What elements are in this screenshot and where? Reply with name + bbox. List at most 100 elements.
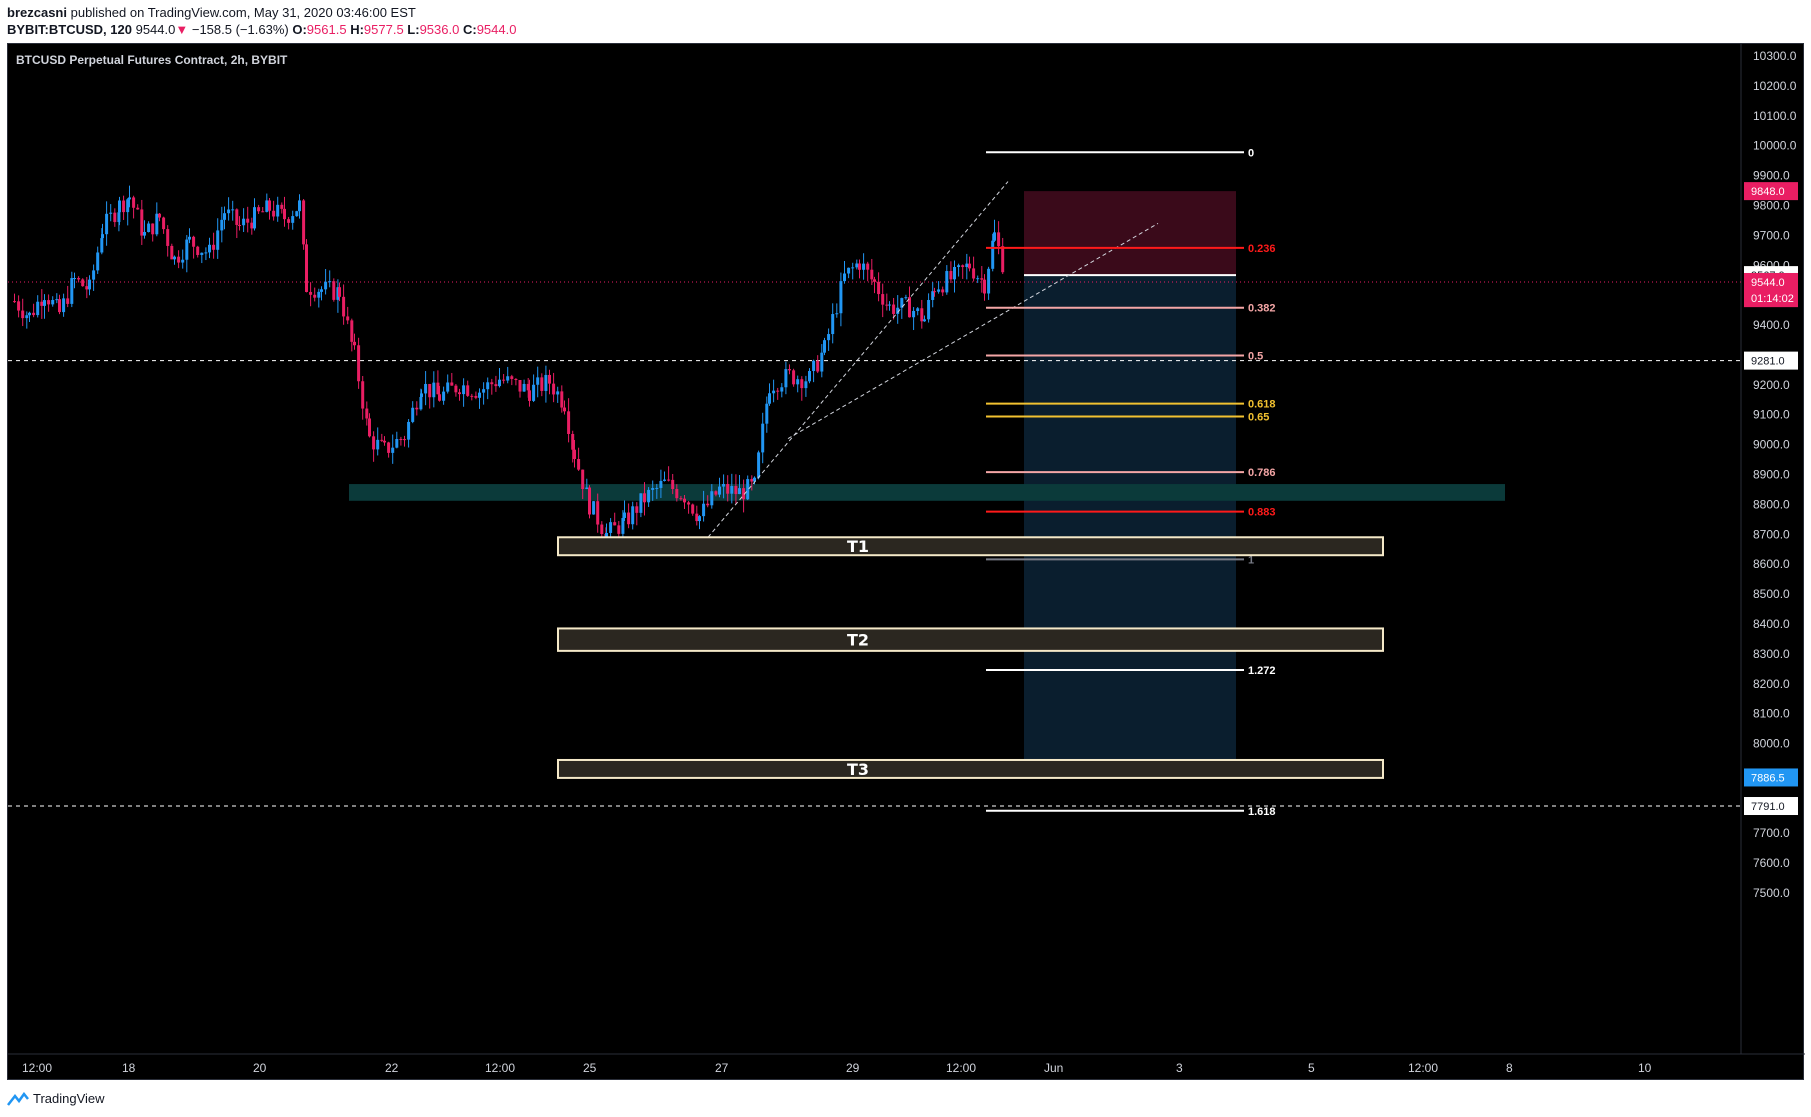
candle-body [21,310,25,319]
time-tick-label: 22 [385,1061,399,1075]
fib-level-label: 1.618 [1248,806,1276,818]
candle-body [659,480,663,488]
price-chart[interactable]: BTCUSD Perpetual Futures Contract, 2h, B… [8,44,1805,1081]
time-tick-label: 12:00 [22,1061,52,1075]
candle-body [792,370,796,385]
candle-body [839,281,843,314]
author-name[interactable]: brezcasni [7,5,67,20]
candle-body [113,212,117,223]
candle-body [613,522,617,526]
candle-body [768,393,771,404]
price-tag[interactable] [1744,768,1798,787]
price-tag[interactable] [1744,182,1798,201]
candle-body [532,384,536,401]
candle-body [212,244,216,250]
candle-body [357,345,361,382]
price-tick-label: 8600.0 [1753,557,1790,571]
target-box[interactable] [557,536,1384,557]
fib-level-label: 0 [1248,147,1254,159]
candle-body [372,436,376,450]
take-profit-zone[interactable] [1024,275,1236,778]
candle-body [122,200,126,213]
price-tag[interactable] [1744,797,1798,816]
price-tick-label: 8100.0 [1753,707,1790,721]
candle-body [639,493,643,513]
candle-body [109,212,113,214]
price-tag-label: 7791.0 [1751,801,1785,813]
candle-body [376,439,380,450]
price-tick-label: 9900.0 [1753,169,1790,183]
candle-body [651,488,655,490]
price-tag[interactable] [1744,272,1798,291]
fib-level-label: 0.382 [1248,303,1276,315]
tradingview-brand: TradingView [33,1091,105,1106]
candle-body [726,484,730,494]
candle-body [972,268,976,279]
candle-body [862,263,866,270]
candle-body [336,287,340,300]
chart-pane[interactable]: BTCUSD Perpetual Futures Contract, 2h, B… [7,43,1805,1081]
candle-body [780,387,784,392]
candle-body [923,319,926,322]
candle-body [81,279,85,287]
target-box[interactable] [557,758,1384,779]
candle-body [772,390,776,394]
candle-body [695,513,699,522]
candle-body [976,278,980,280]
candle-body [66,298,70,304]
candle-body [552,383,556,395]
candle-body [181,259,185,263]
support-zone[interactable] [349,484,1505,501]
candle-body [683,498,686,503]
candle-body [873,279,876,282]
candle-body [968,263,971,269]
candle-body [526,383,530,391]
time-tick-label: 25 [583,1061,597,1075]
candle-body [424,383,428,394]
price-tick-label: 10300.0 [1753,49,1797,63]
price-tag-label: 9544.0 [1751,277,1785,289]
candle-body [757,452,761,478]
candle-body [804,381,808,389]
candle-body [702,503,706,517]
candle-body [361,381,365,409]
candle-body [691,504,695,514]
chart-header: brezcasni published on TradingView.com, … [0,0,1811,42]
candle-body [933,291,936,293]
fib-level-label: 0.236 [1248,243,1276,255]
candle-body [738,488,741,495]
price-tick-label: 10000.0 [1753,139,1797,153]
price-tag[interactable] [1744,289,1798,308]
wedge-upper-trendline[interactable] [707,181,1009,538]
candle-body [892,304,896,314]
wedge-lower-trendline[interactable] [787,222,1159,440]
candle-body [338,287,341,297]
candle-body [287,219,291,223]
price-tag[interactable] [1744,351,1798,370]
candle-body [858,263,861,270]
candle-body [588,487,591,515]
candle-body [391,447,395,453]
candle-body [208,244,211,253]
time-tick-label: 18 [122,1061,136,1075]
candle-body [70,278,74,304]
stop-loss-zone[interactable] [1024,191,1236,276]
target-box[interactable] [557,627,1384,652]
candle-body [216,230,220,250]
price-tick-label: 9800.0 [1753,198,1790,212]
candle-body [722,484,726,487]
candle-body [92,270,96,280]
candle-body [753,477,756,482]
price-tick-label: 8500.0 [1753,587,1790,601]
candle-body [403,439,406,441]
candle-body [776,390,780,392]
candle-body [25,315,29,319]
fib-level-label: 0.883 [1248,507,1276,519]
candle-body [796,379,800,385]
candle-body [482,389,486,393]
candle-body [170,245,174,260]
candle-body [812,360,816,372]
tradingview-logo[interactable]: TradingView [7,1091,105,1106]
candle-body [1001,246,1005,273]
candle-body [101,234,104,239]
